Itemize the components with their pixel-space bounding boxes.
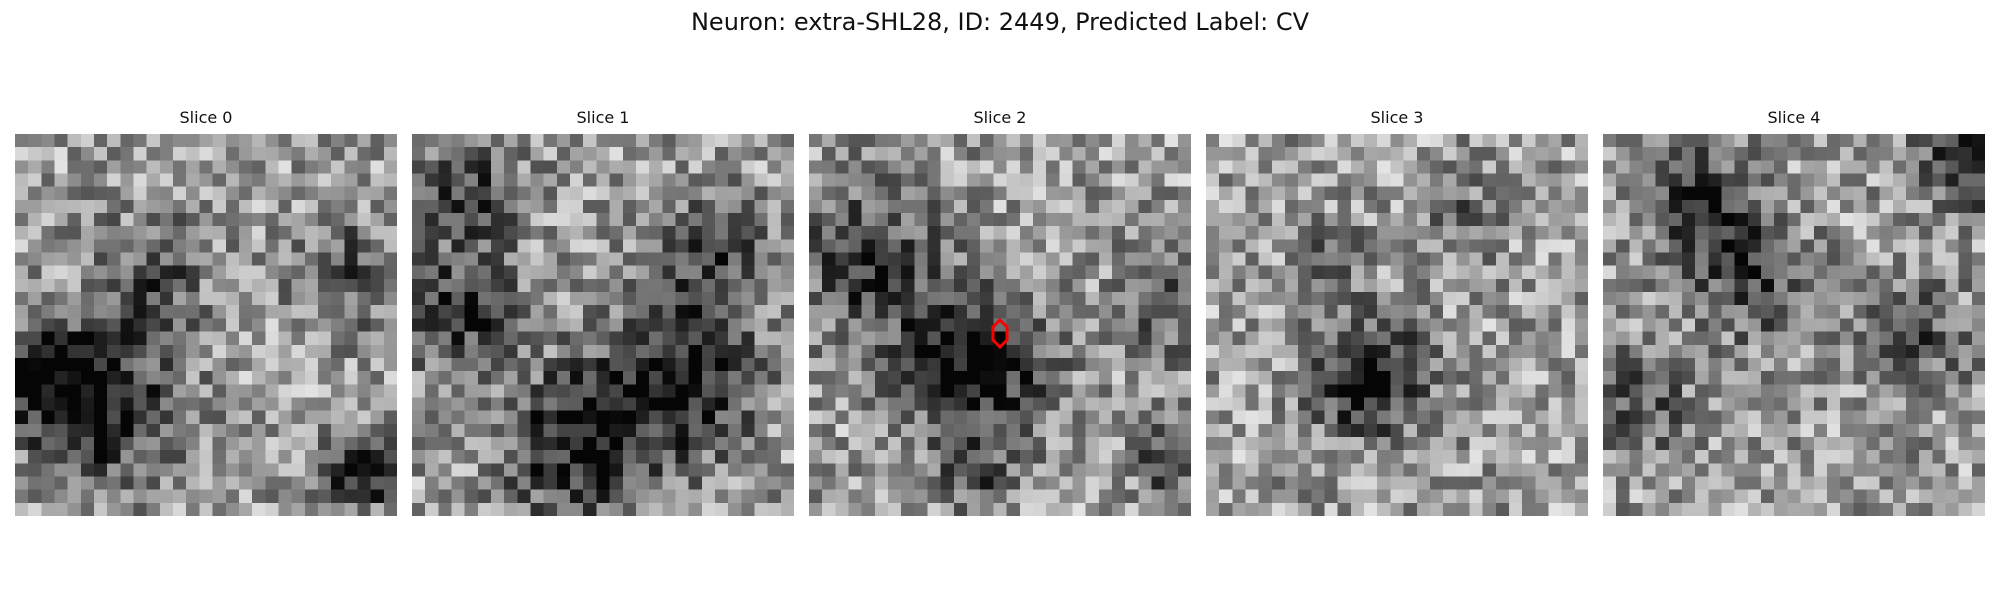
slice-title: Slice 3	[1370, 108, 1424, 127]
slice-image	[1206, 134, 1588, 516]
slice-title: Slice 2	[973, 108, 1027, 127]
slice-panel-1: Slice 1	[412, 108, 794, 516]
slice-title: Slice 0	[179, 108, 233, 127]
figure-title: Neuron: extra-SHL28, ID: 2449, Predicted…	[690, 8, 1310, 36]
slice-image	[412, 134, 794, 516]
slice-panel-4: Slice 4	[1603, 108, 1985, 516]
slice-image	[15, 134, 397, 516]
slice-image	[1603, 134, 1985, 516]
slice-panel-3: Slice 3	[1206, 108, 1588, 516]
slice-panel-0: Slice 0	[15, 108, 397, 516]
slice-title: Slice 1	[576, 108, 630, 127]
slice-panel-2: Slice 2	[809, 108, 1191, 516]
slice-title: Slice 4	[1767, 108, 1821, 127]
slice-image	[809, 134, 1191, 516]
